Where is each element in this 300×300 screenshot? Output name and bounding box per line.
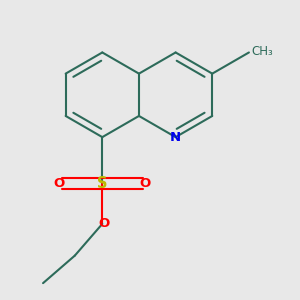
Text: O: O (140, 177, 151, 190)
Text: CH₃: CH₃ (252, 45, 274, 58)
Text: O: O (98, 218, 110, 230)
Text: S: S (97, 176, 108, 191)
Text: N: N (170, 130, 181, 144)
Text: O: O (53, 177, 65, 190)
